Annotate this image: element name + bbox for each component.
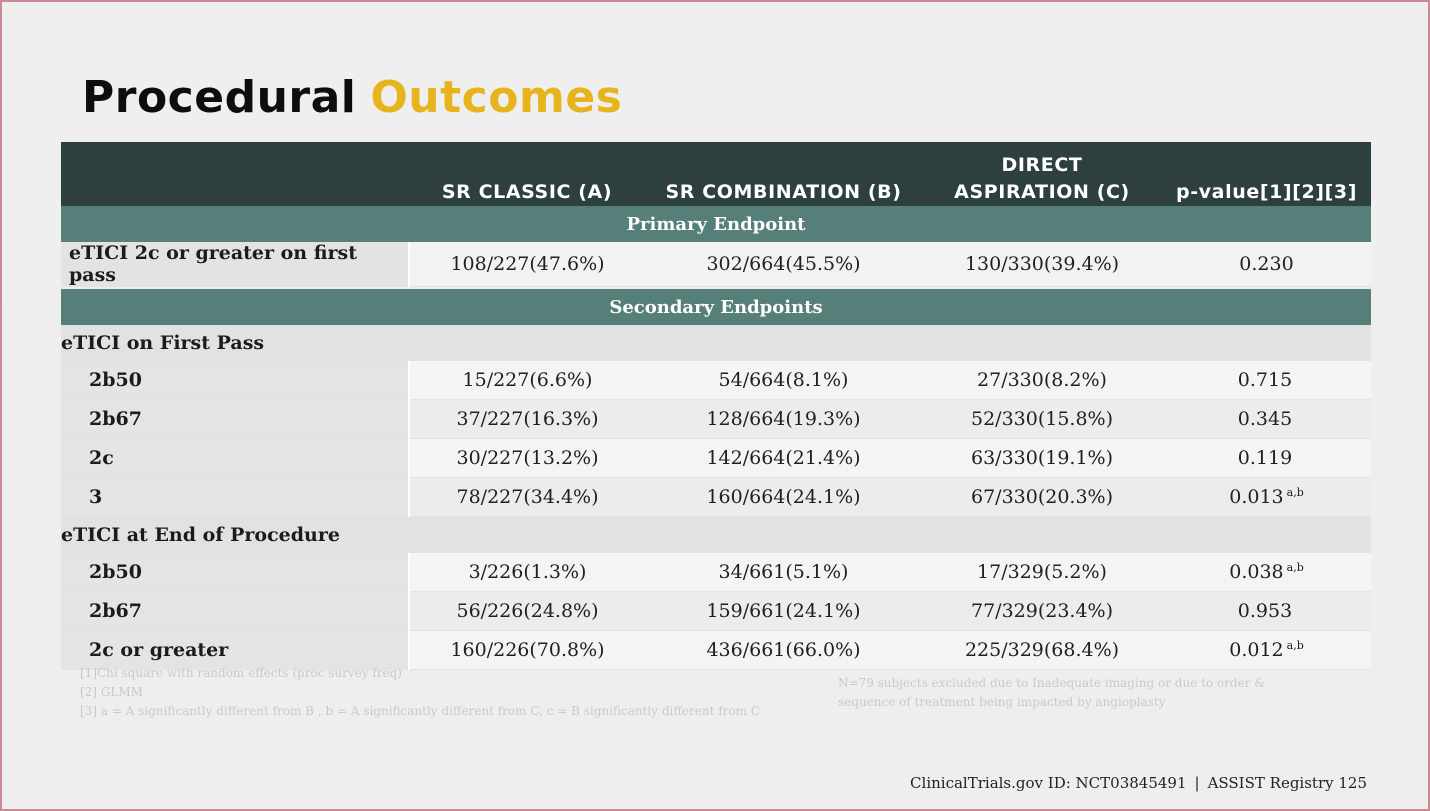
- table-row: 2b67 56/226(24.8%) 159/661(24.1%) 77/329…: [61, 591, 1371, 631]
- cell-b: 34/661(5.1%): [645, 553, 922, 592]
- column-header-sr-combination: SR COMBINATION (B): [665, 181, 902, 203]
- column-header-p-value: p-value[1][2][3]: [1176, 181, 1357, 203]
- cell-c: 17/329(5.2%): [922, 553, 1162, 592]
- cell-a: 108/227(47.6%): [409, 242, 645, 287]
- table-header-row: SR CLASSIC (A) SR COMBINATION (B) DIRECT…: [61, 142, 1371, 206]
- section-heading-first-pass: eTICI on First Pass: [61, 325, 1371, 361]
- cell-b: 436/661(66.0%): [645, 630, 922, 670]
- p-value: 0.013: [1229, 486, 1284, 508]
- column-header-direct-aspiration: DIRECT ASPIRATION (C): [954, 154, 1130, 203]
- cell-c: 63/330(19.1%): [922, 438, 1162, 478]
- row-label: eTICI 2c or greater on first pass: [61, 242, 410, 287]
- cell-p: 0.038 a,b: [1162, 553, 1371, 592]
- table-row: 2b67 37/227(16.3%) 128/664(19.3%) 52/330…: [61, 399, 1371, 439]
- cell-b: 159/661(24.1%): [645, 591, 922, 631]
- outcomes-table: SR CLASSIC (A) SR COMBINATION (B) DIRECT…: [61, 142, 1371, 670]
- footer: ClinicalTrials.gov ID: NCT03845491 | ASSIS…: [910, 774, 1367, 792]
- title-part-2: Outcomes: [370, 72, 623, 123]
- cell-c: 27/330(8.2%): [922, 361, 1162, 400]
- primary-endpoint-label: Primary Endpoint: [61, 206, 1371, 242]
- cell-b: 160/664(24.1%): [645, 477, 922, 517]
- p-value-superscript: a,b: [1286, 639, 1304, 652]
- title-part-1: Procedural: [82, 72, 357, 123]
- footnote-2: [2] GLMM: [80, 685, 143, 699]
- section-heading-end-of-procedure: eTICI at End of Procedure: [61, 516, 1371, 553]
- section-heading: eTICI on First Pass: [61, 325, 1371, 361]
- cell-c: 52/330(15.8%): [922, 399, 1162, 439]
- row-label: 3: [61, 477, 410, 517]
- table-row: 3 78/227(34.4%) 160/664(24.1%) 67/330(20…: [61, 477, 1371, 517]
- cell-a: 56/226(24.8%): [409, 591, 645, 631]
- cell-a: 3/226(1.3%): [409, 553, 645, 592]
- table-row: 2b50 15/227(6.6%) 54/664(8.1%) 27/330(8.…: [61, 361, 1371, 400]
- p-value: 0.715: [1237, 369, 1293, 391]
- section-heading: eTICI at End of Procedure: [61, 516, 1371, 553]
- footnotes: [1]Chi square with random effects (proc …: [80, 664, 760, 721]
- secondary-endpoints-band: Secondary Endpoints: [61, 289, 1371, 325]
- cell-c: 67/330(20.3%): [922, 477, 1162, 517]
- cell-c: 225/329(68.4%): [922, 630, 1162, 670]
- cell-b: 54/664(8.1%): [645, 361, 922, 400]
- cell-c: 77/329(23.4%): [922, 591, 1162, 631]
- column-header-sr-classic: SR CLASSIC (A): [441, 181, 613, 203]
- trial-id: ClinicalTrials.gov ID: NCT03845491: [910, 774, 1187, 792]
- row-label: 2c: [61, 438, 410, 478]
- registry-label: ASSIST Registry 125: [1207, 774, 1367, 792]
- cell-p: 0.230: [1162, 242, 1371, 287]
- column-header-label: [61, 142, 409, 206]
- footnote-3: [3] a = A significantly different from B…: [80, 704, 760, 718]
- table-row: eTICI 2c or greater on first pass 108/22…: [61, 242, 1371, 287]
- row-label: 2b50: [61, 553, 410, 592]
- table-row: 2c or greater 160/226(70.8%) 436/661(66.…: [61, 630, 1371, 670]
- cell-a: 78/227(34.4%): [409, 477, 645, 517]
- cell-p: 0.953: [1162, 591, 1371, 631]
- row-label: 2c or greater: [61, 630, 410, 670]
- p-value: 0.345: [1237, 408, 1293, 430]
- slide-title: Procedural Outcomes: [82, 70, 622, 126]
- cell-p: 0.119: [1162, 438, 1371, 478]
- footnote-1: [1]Chi square with random effects (proc …: [80, 666, 402, 680]
- cell-p: 0.013 a,b: [1162, 477, 1371, 517]
- exclusion-note: N=79 subjects excluded due to Inadequate…: [838, 676, 1265, 709]
- cell-a: 15/227(6.6%): [409, 361, 645, 400]
- p-value: 0.038: [1229, 561, 1284, 583]
- table-row: 2b50 3/226(1.3%) 34/661(5.1%) 17/329(5.2…: [61, 553, 1371, 592]
- cell-p: 0.012 a,b: [1162, 630, 1371, 670]
- footer-separator: |: [1194, 774, 1200, 792]
- cell-b: 302/664(45.5%): [645, 242, 922, 287]
- cell-a: 160/226(70.8%): [409, 630, 645, 670]
- cell-a: 30/227(13.2%): [409, 438, 645, 478]
- cell-b: 142/664(21.4%): [645, 438, 922, 478]
- row-label: 2b67: [61, 591, 410, 631]
- cell-c: 130/330(39.4%): [922, 242, 1162, 287]
- p-value-superscript: a,b: [1286, 561, 1304, 574]
- table-row: 2c 30/227(13.2%) 142/664(21.4%) 63/330(1…: [61, 438, 1371, 478]
- secondary-endpoints-label: Secondary Endpoints: [61, 289, 1371, 325]
- p-value-superscript: a,b: [1286, 486, 1304, 499]
- row-label: 2b67: [61, 399, 410, 439]
- primary-endpoint-band: Primary Endpoint: [61, 206, 1371, 242]
- p-value: 0.012: [1229, 639, 1284, 661]
- cell-p: 0.715: [1162, 361, 1371, 400]
- p-value: 0.119: [1237, 447, 1293, 469]
- cell-a: 37/227(16.3%): [409, 399, 645, 439]
- p-value: 0.953: [1237, 600, 1293, 622]
- cell-b: 128/664(19.3%): [645, 399, 922, 439]
- cell-p: 0.345: [1162, 399, 1371, 439]
- row-label: 2b50: [61, 361, 410, 400]
